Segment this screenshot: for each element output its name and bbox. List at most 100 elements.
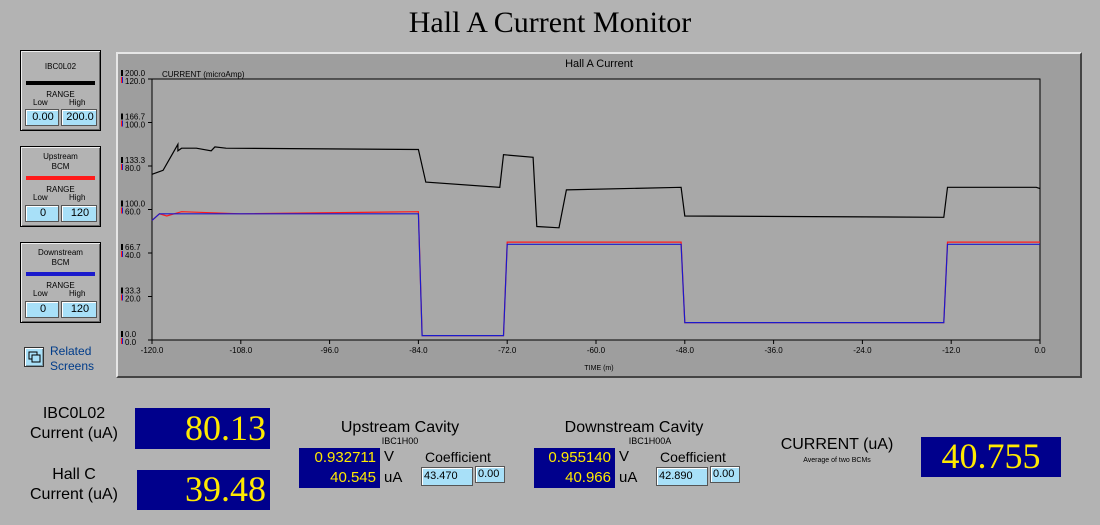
ibc-current-label: IBC0L02 Current (uA) (29, 405, 119, 442)
legend-upstream-bcm: Upstream BCM RANGE Low High 0 120 (20, 146, 101, 227)
y-tick-marker-blue (122, 251, 123, 257)
legend-name: IBC0L02 (44, 62, 77, 71)
y-tick-marker-red (121, 338, 122, 344)
x-tick-label: -72.0 (498, 346, 517, 355)
upstream-cavity-pv: IBC1H00 (381, 436, 419, 446)
current-label: CURRENT (uA) (780, 436, 894, 453)
y-tick-marker-red (121, 207, 122, 214)
legend-swatch-black (26, 81, 95, 85)
y-tick-marker-red (121, 77, 122, 83)
range-label: RANGE (46, 90, 75, 99)
range-low-input[interactable]: 0 (25, 301, 59, 318)
y-tick-marker-black (121, 244, 123, 250)
y-tick-label-colored: 20.0 (125, 295, 141, 304)
y-tick-marker-blue (122, 164, 123, 170)
range-label: RANGE (46, 281, 75, 290)
x-tick-label: -108.0 (229, 346, 252, 355)
x-tick-label: -12.0 (942, 346, 961, 355)
y-tick-label-black: 0.0 (125, 330, 137, 339)
x-tick-label: -120.0 (141, 346, 164, 355)
upstream-ua-unit: uA (384, 469, 403, 486)
plot-area (151, 78, 1041, 341)
y-axis-label: CURRENT (microAmp) (162, 70, 245, 79)
y-tick-marker-blue (122, 207, 123, 214)
legend-downstream-bcm: Downstream BCM RANGE Low High 0 120 (20, 242, 101, 323)
downstream-ua: 40.966 (534, 468, 615, 488)
x-tick-label: -48.0 (676, 346, 695, 355)
related-screens-button[interactable] (24, 347, 44, 367)
downstream-offset-input[interactable]: 0.00 (710, 466, 740, 483)
range-low-input[interactable]: 0.00 (25, 109, 59, 126)
y-tick-label-black: 133.3 (125, 156, 146, 165)
upstream-coefficient-label: Coefficient (425, 449, 491, 465)
downstream-coefficient-input[interactable]: 42.890 (656, 467, 708, 486)
y-tick-marker-blue (122, 338, 123, 344)
y-tick-marker-red (121, 120, 122, 127)
y-tick-marker-red (121, 164, 122, 170)
strip-chart-panel: Hall A Current CURRENT (microAmp) TIME (m)… (116, 52, 1082, 378)
upstream-offset-input[interactable]: 0.00 (475, 466, 505, 483)
y-tick-label-colored: 40.0 (125, 251, 141, 260)
downstream-volts-unit: V (619, 448, 630, 465)
y-tick-label-colored: 0.0 (125, 338, 137, 347)
range-label: RANGE (46, 185, 75, 194)
y-tick-label-colored: 100.0 (125, 121, 146, 130)
y-tick-label-black: 33.3 (125, 287, 141, 296)
legend-ibc0l02: IBC0L02 RANGE Low High 0.00 200.0 (20, 50, 101, 131)
y-tick-marker-black (121, 331, 123, 337)
y-tick-marker-black (121, 70, 123, 76)
low-label: Low (33, 289, 48, 298)
strip-chart: Hall A Current CURRENT (microAmp) TIME (m)… (121, 58, 1046, 372)
series-line-0 (151, 142, 1041, 229)
y-tick-marker-red (121, 251, 122, 257)
upstream-coefficient-input[interactable]: 43.470 (421, 467, 473, 486)
high-label: High (69, 289, 86, 298)
high-label: High (69, 193, 86, 202)
page-title: Hall A Current Monitor (408, 6, 692, 39)
downstream-cavity-pv: IBC1H00A (628, 436, 672, 446)
x-tick-label: -84.0 (409, 346, 428, 355)
x-axis-label: TIME (m) (584, 365, 613, 372)
x-tick-label: -24.0 (853, 346, 872, 355)
downstream-coefficient-label: Coefficient (660, 449, 726, 465)
downstream-ua-unit: uA (619, 469, 638, 486)
upstream-volts-unit: V (384, 448, 395, 465)
hallc-current-label: Hall C Current (uA) (29, 466, 119, 503)
range-high-input[interactable]: 120 (61, 205, 97, 222)
y-tick-label-colored: 120.0 (125, 77, 146, 86)
legend-name-line1: Upstream (43, 152, 78, 161)
y-tick-label-colored: 60.0 (125, 208, 141, 217)
legend-swatch-red (26, 176, 95, 180)
legend-name-line2: BCM (51, 162, 70, 171)
y-tick-marker-blue (122, 294, 123, 301)
hallc-current-value: 39.48 (137, 470, 270, 510)
legend-name-line2: BCM (51, 258, 70, 267)
range-low-input[interactable]: 0 (25, 205, 59, 222)
average-current-value: 40.755 (921, 437, 1061, 477)
y-tick-marker-blue (122, 77, 123, 83)
legend-swatch-blue (26, 272, 95, 276)
y-tick-marker-black (121, 287, 123, 294)
windows-icon (28, 351, 41, 363)
y-tick-marker-black (121, 200, 123, 207)
range-high-input[interactable]: 200.0 (61, 109, 97, 126)
range-high-input[interactable]: 120 (61, 301, 97, 318)
y-tick-label-black: 166.7 (125, 113, 146, 122)
upstream-volts: 0.932711 (299, 448, 380, 468)
y-tick-label-black: 200.0 (125, 69, 146, 78)
downstream-cavity-title: Downstream Cavity (564, 419, 704, 436)
y-tick-marker-black (121, 113, 123, 120)
low-label: Low (33, 193, 48, 202)
x-tick-label: -36.0 (764, 346, 783, 355)
x-tick-label: 0.0 (1034, 346, 1046, 355)
y-tick-label-black: 66.7 (125, 243, 141, 252)
high-label: High (69, 98, 86, 107)
x-tick-label: -96.0 (320, 346, 339, 355)
x-tick-label: -60.0 (587, 346, 606, 355)
legend-name-line1: Downstream (38, 248, 83, 257)
y-tick-label-black: 100.0 (125, 200, 146, 209)
ibc-current-value: 80.13 (135, 408, 270, 449)
low-label: Low (33, 98, 48, 107)
series-line-2 (151, 213, 1040, 337)
current-sublabel: Average of two BCMs (803, 457, 871, 464)
